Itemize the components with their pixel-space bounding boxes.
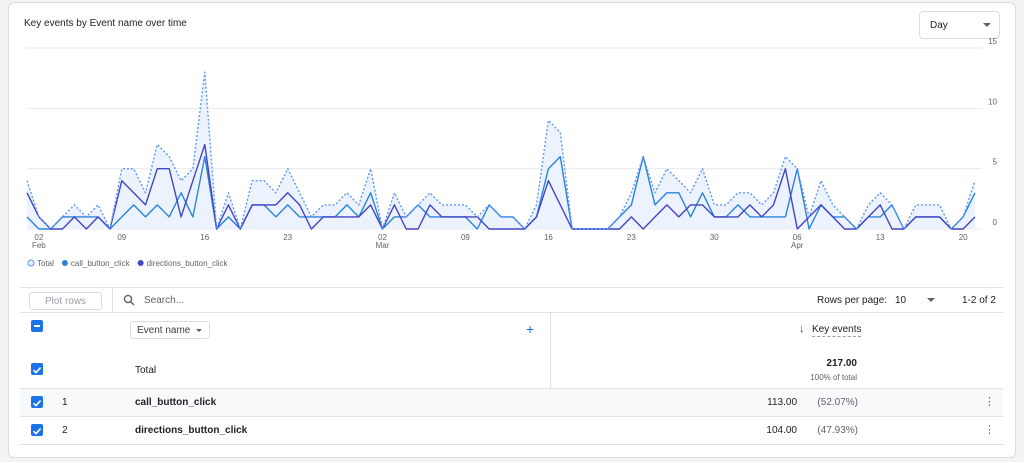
row-index: 1 bbox=[62, 397, 68, 408]
row-menu[interactable]: ⋮ bbox=[984, 424, 995, 436]
row-index: 2 bbox=[62, 425, 68, 436]
x-tick-label-month: Mar bbox=[376, 241, 390, 250]
check bbox=[32, 428, 42, 435]
check bbox=[32, 367, 42, 374]
x-tick-label: 02 bbox=[34, 233, 43, 242]
card: Key events by Event name over time Day bbox=[8, 2, 1016, 458]
legend-label: Total bbox=[37, 259, 54, 268]
select-all-checkbox[interactable] bbox=[31, 320, 43, 332]
y-tick-label: 0 bbox=[993, 218, 998, 227]
dropdown-arrow bbox=[983, 23, 991, 27]
x-tick-label: 20 bbox=[959, 233, 968, 242]
total-value: 217.00 bbox=[826, 358, 857, 369]
row-menu[interactable]: ⋮ bbox=[984, 396, 995, 408]
pagination: 1-2 of 2 bbox=[962, 295, 996, 306]
search-icon bbox=[123, 294, 135, 306]
y-tick-label: 10 bbox=[988, 97, 997, 106]
legend-swatch bbox=[137, 260, 144, 266]
legend-swatch bbox=[27, 259, 35, 267]
row-checkbox[interactable] bbox=[31, 424, 43, 436]
row-value: 113.00 bbox=[767, 397, 797, 408]
row-highlight bbox=[20, 389, 1003, 416]
x-tick-label-month: Apr bbox=[791, 241, 804, 250]
row-share: (47.93%) bbox=[817, 425, 858, 436]
divider bbox=[20, 416, 1003, 417]
x-tick-label: 09 bbox=[117, 233, 126, 242]
divider bbox=[112, 287, 113, 312]
metric-header[interactable]: Key events bbox=[812, 324, 862, 337]
total-label: Total bbox=[135, 365, 157, 376]
row-value: 104.00 bbox=[766, 425, 797, 436]
search-input[interactable]: Search... bbox=[144, 295, 185, 306]
y-tick-label: 5 bbox=[993, 158, 998, 167]
legend-label: call_button_click bbox=[71, 259, 131, 268]
dimension-select[interactable]: Event name bbox=[130, 321, 210, 339]
series-line bbox=[26, 71, 976, 230]
row-checkbox[interactable] bbox=[31, 363, 43, 375]
legend-item[interactable]: call_button_click bbox=[61, 259, 131, 268]
x-tick-label: 30 bbox=[710, 233, 719, 242]
granularity-select[interactable]: Day bbox=[919, 11, 1000, 39]
row-share: (52.07%) bbox=[817, 397, 858, 408]
total-share: 100% of total bbox=[810, 373, 857, 382]
plot-rows-button[interactable]: Plot rows bbox=[29, 292, 102, 310]
chart-title: Key events by Event name over time bbox=[24, 18, 187, 29]
legend-label: directions_button_click bbox=[147, 259, 229, 268]
x-tick-label: 09 bbox=[461, 233, 470, 242]
rows-per-page-label: Rows per page: bbox=[817, 295, 888, 306]
x-tick-label: 16 bbox=[200, 233, 209, 242]
divider bbox=[20, 444, 1003, 445]
series-line bbox=[26, 143, 976, 230]
legend-item[interactable]: directions_button_click bbox=[137, 259, 229, 268]
add-dimension[interactable]: + bbox=[526, 321, 535, 337]
dimension-label: Event name bbox=[137, 325, 191, 336]
divider bbox=[20, 287, 1003, 288]
dropdown-arrow bbox=[927, 298, 935, 302]
check bbox=[32, 400, 42, 407]
plot-rows-label: Plot rows bbox=[44, 296, 87, 307]
row-checkbox[interactable] bbox=[31, 396, 43, 408]
legend-item[interactable]: Total bbox=[27, 259, 54, 268]
sort-icon: ↓ bbox=[799, 323, 805, 335]
x-tick-label: 02 bbox=[378, 233, 387, 242]
x-tick-label: 23 bbox=[283, 233, 292, 242]
x-tick-label: 13 bbox=[876, 233, 885, 242]
row-name: directions_button_click bbox=[135, 425, 248, 436]
x-tick-label: 06 bbox=[793, 233, 802, 242]
granularity-value: Day bbox=[930, 20, 948, 31]
x-tick-label-month: Feb bbox=[32, 241, 46, 250]
column-divider bbox=[550, 312, 551, 388]
rows-per-page-value[interactable]: 10 bbox=[895, 295, 907, 306]
x-tick-label: 23 bbox=[627, 233, 636, 242]
divider bbox=[20, 312, 1003, 313]
dropdown-arrow bbox=[196, 329, 202, 332]
series-area bbox=[27, 72, 975, 229]
y-tick-label: 15 bbox=[988, 37, 997, 46]
legend-swatch bbox=[61, 260, 68, 266]
row-name: call_button_click bbox=[135, 397, 217, 408]
divider bbox=[20, 388, 1003, 389]
x-tick-label: 16 bbox=[544, 233, 553, 242]
